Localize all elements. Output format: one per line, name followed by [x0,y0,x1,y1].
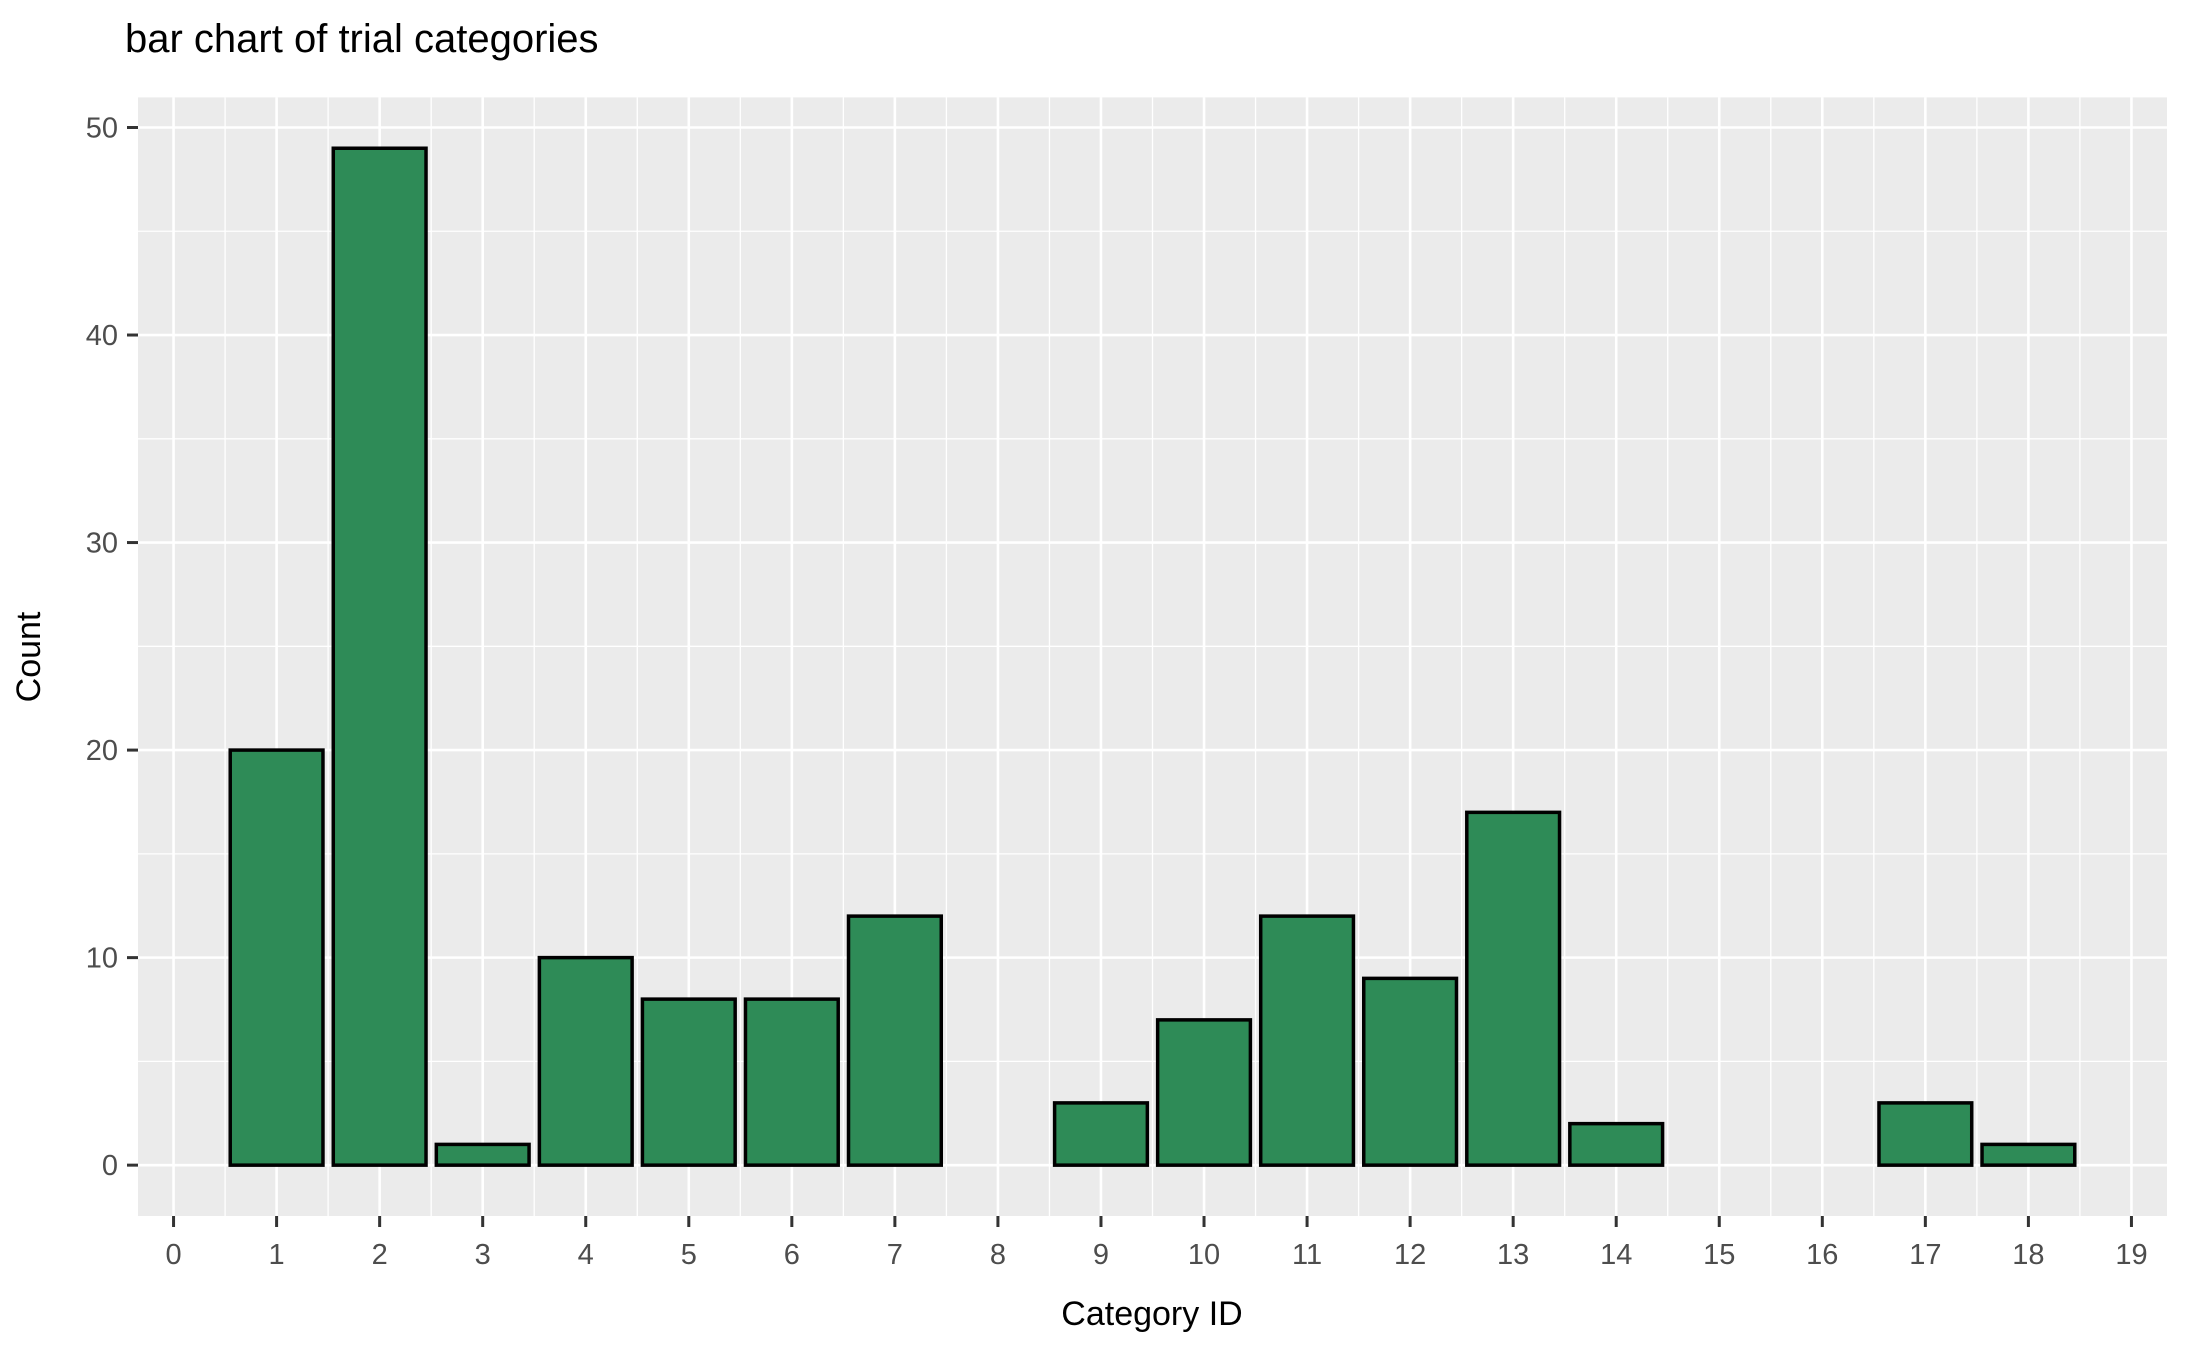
x-tick-label-2: 2 [372,1239,388,1271]
x-tick-label-3: 3 [475,1239,491,1271]
x-tick-label-0: 0 [165,1239,181,1271]
bar-category-9 [1052,1101,1150,1167]
bar-category-3 [434,1142,531,1167]
axis-tick-marks [127,125,2133,1227]
bar-category-4 [537,955,634,1167]
bar-category-17 [1877,1101,1974,1167]
chart-title: bar chart of trial categories [125,17,599,61]
x-tick-label-19: 19 [2115,1239,2147,1271]
y-tick-label-10: 10 [86,943,118,975]
x-tick-label-8: 8 [990,1239,1006,1271]
x-tick-label-4: 4 [578,1239,594,1271]
x-tick-label-6: 6 [784,1239,800,1271]
x-tick-label-11: 11 [1292,1239,1322,1271]
bars [228,146,2077,1167]
bar-category-12 [1361,976,1459,1167]
x-tick-label-13: 13 [1497,1239,1529,1271]
y-tick-label-20: 20 [86,735,118,767]
y-tick-label-30: 30 [86,528,118,560]
x-tick-label-10: 10 [1188,1239,1220,1271]
bar-category-5 [640,997,737,1167]
bar-category-7 [846,914,944,1167]
gridlines-minor [138,97,2167,1216]
x-tick-label-7: 7 [887,1239,903,1271]
x-tick-label-15: 15 [1703,1239,1735,1271]
y-tick-label-40: 40 [86,320,118,352]
x-tick-label-17: 17 [1909,1239,1941,1271]
x-tick-label-18: 18 [2012,1239,2044,1271]
x-tick-label-5: 5 [681,1239,697,1271]
x-tick-label-1: 1 [269,1239,285,1271]
x-tick-label-12: 12 [1394,1239,1426,1271]
bar-category-11 [1258,914,1356,1167]
bar-category-18 [1980,1142,2077,1167]
y-axis-label: Count [10,611,48,702]
y-tick-label-0: 0 [102,1150,118,1182]
x-tick-label-9: 9 [1093,1239,1109,1271]
x-tick-label-14: 14 [1600,1239,1632,1271]
bar-category-10 [1155,1018,1253,1167]
x-tick-label-16: 16 [1806,1239,1838,1271]
bar-category-14 [1568,1121,1665,1167]
bar-category-6 [743,997,840,1167]
bar-category-1 [228,748,325,1167]
axis-tick-labels: 0 1 2 3 4 5 6 7 8 9 10 11 12 13 14 15 16 17 18 190102030405… [86,112,2148,1271]
bar-category-2 [331,146,428,1167]
y-tick-label-50: 50 [86,112,118,144]
bar-category-13 [1465,810,1562,1167]
x-axis-label: Category ID [1061,1295,1242,1333]
